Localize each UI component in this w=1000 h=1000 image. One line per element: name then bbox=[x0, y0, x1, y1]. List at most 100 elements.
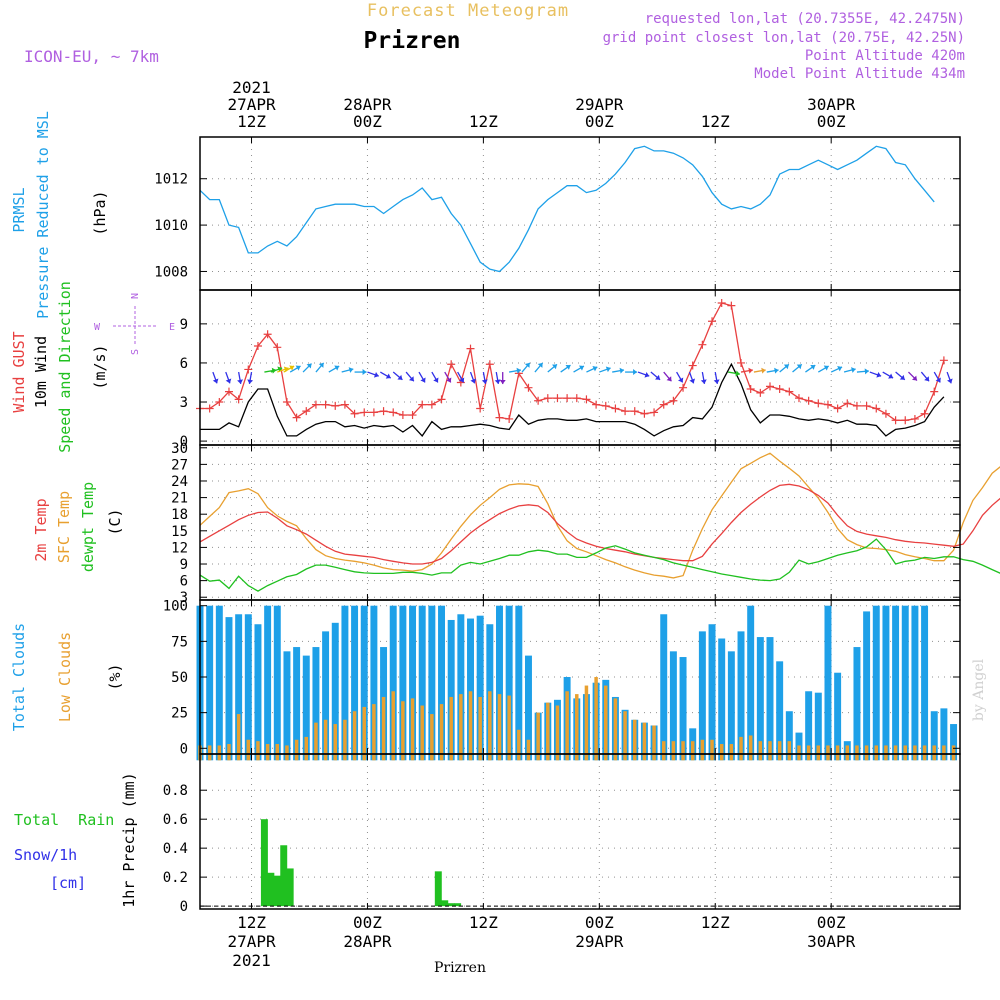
wind-arrow-head bbox=[689, 378, 696, 384]
total-cloud-bar bbox=[669, 651, 677, 761]
low-cloud-bar bbox=[430, 714, 434, 761]
total-cloud-bar bbox=[940, 708, 948, 761]
gust-marker bbox=[669, 396, 678, 405]
wind-arrow-head bbox=[516, 367, 521, 374]
low-cloud-bar bbox=[294, 739, 299, 761]
total-cloud-bar bbox=[882, 605, 890, 761]
dewpt-label: dewpt Temp bbox=[79, 482, 97, 572]
total-cloud-bar bbox=[901, 605, 909, 761]
total-cloud-bar bbox=[515, 605, 523, 761]
wind-arrow-head bbox=[446, 377, 452, 383]
gust-marker bbox=[804, 396, 813, 405]
rain-bar bbox=[286, 868, 294, 907]
gust-marker bbox=[592, 400, 601, 409]
total-cloud-bar bbox=[679, 657, 687, 761]
total-cloud-bar bbox=[254, 624, 262, 761]
wind-arrow-head bbox=[524, 362, 530, 368]
point-altitude: Point Altitude 420m bbox=[805, 48, 965, 64]
gust-marker bbox=[485, 360, 494, 369]
low-cloud-bar bbox=[671, 741, 676, 761]
top-time-label: 27APR bbox=[227, 95, 276, 114]
gust-marker bbox=[640, 409, 649, 418]
top-time-label: 29APR bbox=[575, 95, 624, 114]
gust-marker bbox=[910, 414, 919, 423]
total-cloud-bar bbox=[302, 655, 310, 761]
wind-arrow-head bbox=[318, 362, 324, 368]
total-cloud-bar bbox=[476, 615, 484, 761]
y-tick-label: 1012 bbox=[154, 172, 188, 188]
rain-bar bbox=[434, 871, 442, 907]
bottom-time-label: 29APR bbox=[575, 932, 624, 951]
low-cloud-bar bbox=[497, 694, 502, 761]
gust-marker bbox=[418, 400, 427, 409]
bottom-time-label: 00Z bbox=[353, 913, 382, 932]
wind-arrow-head bbox=[605, 366, 611, 373]
gust-marker bbox=[224, 387, 233, 396]
y-tick-label: 9 bbox=[180, 557, 188, 573]
low-cloud-bar bbox=[826, 745, 830, 761]
low-cloud-bar bbox=[275, 744, 280, 761]
y-tick-label: 30 bbox=[171, 441, 188, 457]
y-tick-label: 0 bbox=[180, 741, 188, 757]
bottom-time-label: 12Z bbox=[469, 913, 498, 932]
low-cloud-bar bbox=[584, 685, 589, 761]
footer-label: Prizren bbox=[434, 960, 486, 976]
total-cloud-bar bbox=[438, 605, 446, 761]
lines-layer bbox=[196, 145, 1000, 907]
wind-arrows bbox=[212, 362, 953, 385]
low-cloud-bar bbox=[420, 705, 424, 761]
wind-label: 10m Wind bbox=[32, 336, 50, 408]
gust-marker bbox=[369, 408, 378, 417]
bottom-time-label: 00Z bbox=[585, 913, 614, 932]
low-cloud-bar bbox=[642, 722, 647, 761]
precip-unit: 1hr Precip (mm) bbox=[120, 772, 138, 907]
low-cloud-bar bbox=[546, 702, 550, 761]
total-cloud-bar bbox=[747, 605, 755, 761]
gust-marker bbox=[727, 301, 736, 310]
low-cloud-bar bbox=[449, 696, 453, 761]
total-cloud-bar bbox=[805, 691, 813, 761]
wind-arrow-head bbox=[295, 365, 301, 371]
wind-arrow-head bbox=[666, 376, 672, 382]
y-tick-label: 50 bbox=[171, 670, 188, 686]
low-cloud-bar bbox=[710, 739, 714, 761]
y-tick-label: 1010 bbox=[154, 218, 188, 234]
low-cloud-bar bbox=[787, 741, 792, 761]
total-cloud-bar bbox=[467, 618, 474, 761]
total-cloud-bar bbox=[718, 638, 726, 761]
gust-marker bbox=[244, 365, 253, 374]
gust-marker bbox=[563, 394, 572, 403]
wind-arrow-head bbox=[334, 365, 340, 371]
total-cloud-bar bbox=[708, 624, 716, 761]
gust-marker bbox=[398, 411, 407, 420]
credit-label: by Angel bbox=[971, 658, 987, 721]
gust-marker bbox=[311, 400, 320, 409]
rain-bar bbox=[260, 819, 268, 907]
wind-arrow-head bbox=[899, 374, 905, 380]
wind-arrow-head bbox=[481, 379, 488, 384]
low-cloud-bar bbox=[246, 739, 251, 761]
gust-marker bbox=[282, 398, 291, 407]
low-clouds-label: Low Clouds bbox=[56, 632, 74, 722]
wind-arrow-head bbox=[851, 367, 856, 373]
total-cloud-bar bbox=[418, 605, 426, 761]
rain-bar bbox=[454, 903, 462, 907]
low-cloud-bar bbox=[285, 745, 289, 761]
low-cloud-bar bbox=[362, 706, 366, 761]
gust-marker bbox=[340, 400, 349, 409]
low-cloud-bar bbox=[439, 704, 444, 761]
low-cloud-bar bbox=[681, 741, 685, 761]
gust-marker bbox=[630, 407, 639, 416]
low-cloud-bar bbox=[236, 714, 241, 761]
total-clouds-label: Total Clouds bbox=[10, 623, 28, 731]
gust-marker bbox=[253, 342, 262, 351]
gust-marker bbox=[852, 401, 861, 410]
gust-marker bbox=[350, 409, 359, 418]
total-cloud-bar bbox=[447, 619, 455, 761]
prmsl-sub-label: Pressure Reduced to MSL bbox=[34, 111, 52, 319]
gust-marker bbox=[543, 394, 552, 403]
total-cloud-bar bbox=[892, 605, 900, 761]
pressure-labels: PRMSL Pressure Reduced to MSL (hPa) bbox=[10, 111, 109, 319]
wind-arrow-head bbox=[644, 371, 650, 378]
